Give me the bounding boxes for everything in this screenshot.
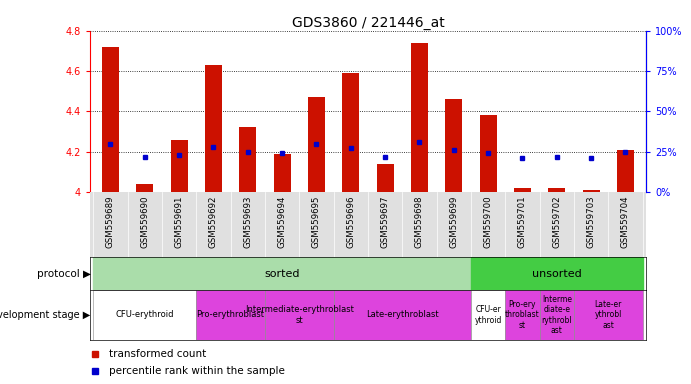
Bar — [583, 190, 600, 192]
Bar — [514, 188, 531, 192]
Text: transformed count: transformed count — [109, 349, 207, 359]
Text: GSM559696: GSM559696 — [346, 195, 355, 248]
Text: GSM559692: GSM559692 — [209, 195, 218, 248]
Text: GSM559703: GSM559703 — [587, 195, 596, 248]
Title: GDS3860 / 221446_at: GDS3860 / 221446_at — [292, 16, 444, 30]
Text: CFU-er
ythroid: CFU-er ythroid — [475, 305, 502, 324]
Bar — [205, 65, 222, 192]
Bar — [334, 290, 471, 340]
Text: GSM559694: GSM559694 — [278, 195, 287, 248]
Text: Late-er
ythrobl
ast: Late-er ythrobl ast — [595, 300, 622, 330]
Bar — [471, 257, 643, 290]
Text: Pro-erythroblast: Pro-erythroblast — [197, 310, 265, 319]
Text: GSM559702: GSM559702 — [552, 195, 561, 248]
Text: GSM559691: GSM559691 — [175, 195, 184, 248]
Bar — [540, 290, 574, 340]
Bar — [239, 127, 256, 192]
Text: GSM559697: GSM559697 — [381, 195, 390, 248]
Text: GSM559700: GSM559700 — [484, 195, 493, 248]
Bar — [574, 290, 643, 340]
Text: sorted: sorted — [265, 268, 300, 279]
Text: Interme
diate-e
rythrobl
ast: Interme diate-e rythrobl ast — [542, 295, 572, 335]
Bar — [505, 290, 540, 340]
Text: GSM559701: GSM559701 — [518, 195, 527, 248]
Bar — [196, 290, 265, 340]
Bar — [102, 47, 119, 192]
Bar — [308, 97, 325, 192]
Text: development stage ▶: development stage ▶ — [0, 310, 91, 320]
Bar — [480, 115, 497, 192]
Text: GSM559704: GSM559704 — [621, 195, 630, 248]
Bar — [377, 164, 394, 192]
Bar — [617, 150, 634, 192]
Text: Late-erythroblast: Late-erythroblast — [366, 310, 439, 319]
Bar — [93, 290, 196, 340]
Text: Intermediate-erythroblast
st: Intermediate-erythroblast st — [245, 305, 354, 324]
Bar — [342, 73, 359, 192]
Bar — [274, 154, 291, 192]
Text: GSM559698: GSM559698 — [415, 195, 424, 248]
Text: GSM559689: GSM559689 — [106, 195, 115, 248]
Bar — [411, 43, 428, 192]
Bar — [265, 290, 334, 340]
Text: CFU-erythroid: CFU-erythroid — [115, 310, 174, 319]
Text: GSM559693: GSM559693 — [243, 195, 252, 248]
Text: GSM559699: GSM559699 — [449, 195, 458, 248]
Bar — [471, 290, 505, 340]
Bar — [445, 99, 462, 192]
Text: unsorted: unsorted — [532, 268, 582, 279]
Text: GSM559695: GSM559695 — [312, 195, 321, 248]
Bar — [548, 188, 565, 192]
Bar — [93, 257, 471, 290]
Bar — [136, 184, 153, 192]
Text: Pro-ery
throblast
st: Pro-ery throblast st — [505, 300, 540, 330]
Text: GSM559690: GSM559690 — [140, 195, 149, 248]
Text: protocol ▶: protocol ▶ — [37, 268, 91, 279]
Text: percentile rank within the sample: percentile rank within the sample — [109, 366, 285, 376]
Bar — [171, 140, 188, 192]
